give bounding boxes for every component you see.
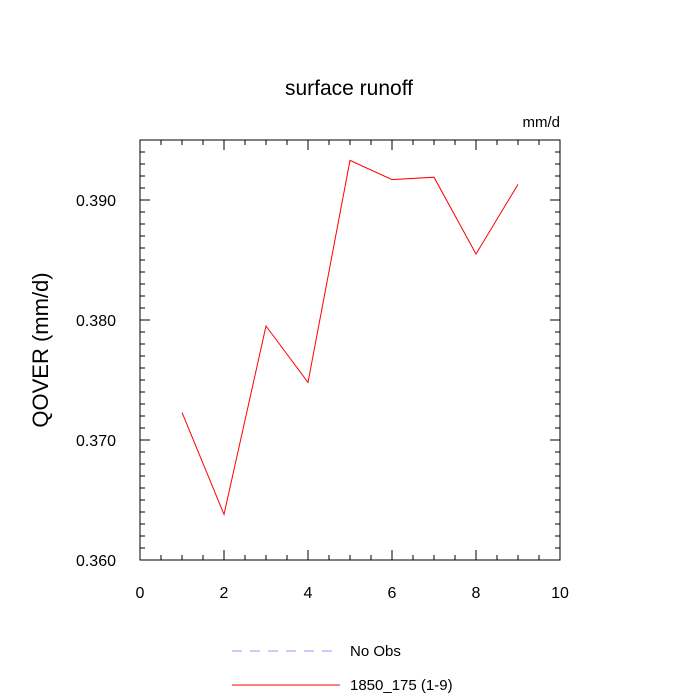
axis-ticks bbox=[139, 139, 561, 561]
y-tick-label: 0.380 bbox=[76, 313, 116, 330]
plot-frame bbox=[139, 139, 561, 561]
y-tick-label: 0.390 bbox=[76, 193, 116, 210]
y-axis-label: QOVER (mm/d) bbox=[28, 272, 53, 427]
series-layer bbox=[181, 159, 519, 517]
series-line-1 bbox=[181, 159, 519, 517]
y-tick-label: 0.370 bbox=[76, 433, 116, 450]
chart-title: surface runoff bbox=[285, 77, 413, 100]
x-tick-label: 6 bbox=[388, 585, 397, 602]
x-tick-label: 0 bbox=[136, 585, 145, 602]
y-tick-label: 0.360 bbox=[76, 553, 116, 570]
x-tick-label: 2 bbox=[220, 585, 229, 602]
legend-label-0: No Obs bbox=[350, 643, 401, 660]
units-label: mm/d bbox=[523, 114, 561, 131]
legend: No Obs 1850_175 (1-9) bbox=[232, 643, 453, 694]
x-tick-label: 4 bbox=[304, 585, 313, 602]
legend-label-1: 1850_175 (1-9) bbox=[350, 677, 453, 694]
x-tick-label: 10 bbox=[551, 585, 569, 602]
x-tick-label: 8 bbox=[472, 585, 481, 602]
tick-labels: 0 2 4 6 8 10 0.360 0.370 0.380 0.390 bbox=[76, 193, 569, 602]
